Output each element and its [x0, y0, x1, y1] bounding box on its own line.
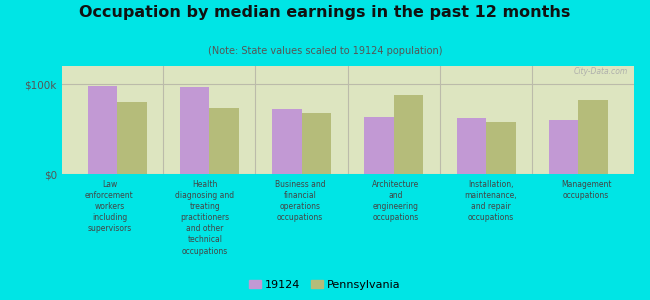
Text: Business and
financial
operations
occupations: Business and financial operations occupa…: [275, 180, 326, 222]
Bar: [578, 100, 608, 174]
Text: Management
occupations: Management occupations: [561, 180, 612, 200]
Text: (Note: State values scaled to 19124 population): (Note: State values scaled to 19124 popu…: [208, 46, 442, 56]
Bar: [394, 95, 423, 174]
Bar: [456, 118, 486, 174]
Bar: [209, 108, 239, 174]
Legend: 19124, Pennsylvania: 19124, Pennsylvania: [245, 275, 405, 294]
Bar: [88, 86, 117, 174]
Text: Law
enforcement
workers
including
supervisors: Law enforcement workers including superv…: [85, 180, 134, 233]
Bar: [549, 120, 578, 174]
Bar: [486, 122, 515, 174]
Bar: [180, 87, 209, 174]
Text: City-Data.com: City-Data.com: [574, 67, 628, 76]
Bar: [302, 113, 331, 174]
Text: Occupation by median earnings in the past 12 months: Occupation by median earnings in the pas…: [79, 4, 571, 20]
Bar: [117, 102, 147, 174]
Bar: [365, 117, 394, 174]
Bar: [272, 109, 302, 174]
Text: Health
diagnosing and
treating
practitioners
and other
technical
occupations: Health diagnosing and treating practitio…: [176, 180, 234, 256]
Text: Installation,
maintenance,
and repair
occupations: Installation, maintenance, and repair oc…: [465, 180, 517, 222]
Text: Architecture
and
engineering
occupations: Architecture and engineering occupations: [372, 180, 419, 222]
